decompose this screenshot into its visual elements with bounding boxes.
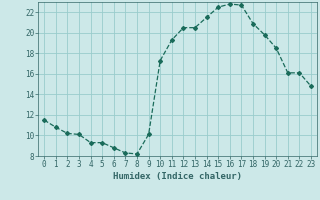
X-axis label: Humidex (Indice chaleur): Humidex (Indice chaleur)	[113, 172, 242, 181]
